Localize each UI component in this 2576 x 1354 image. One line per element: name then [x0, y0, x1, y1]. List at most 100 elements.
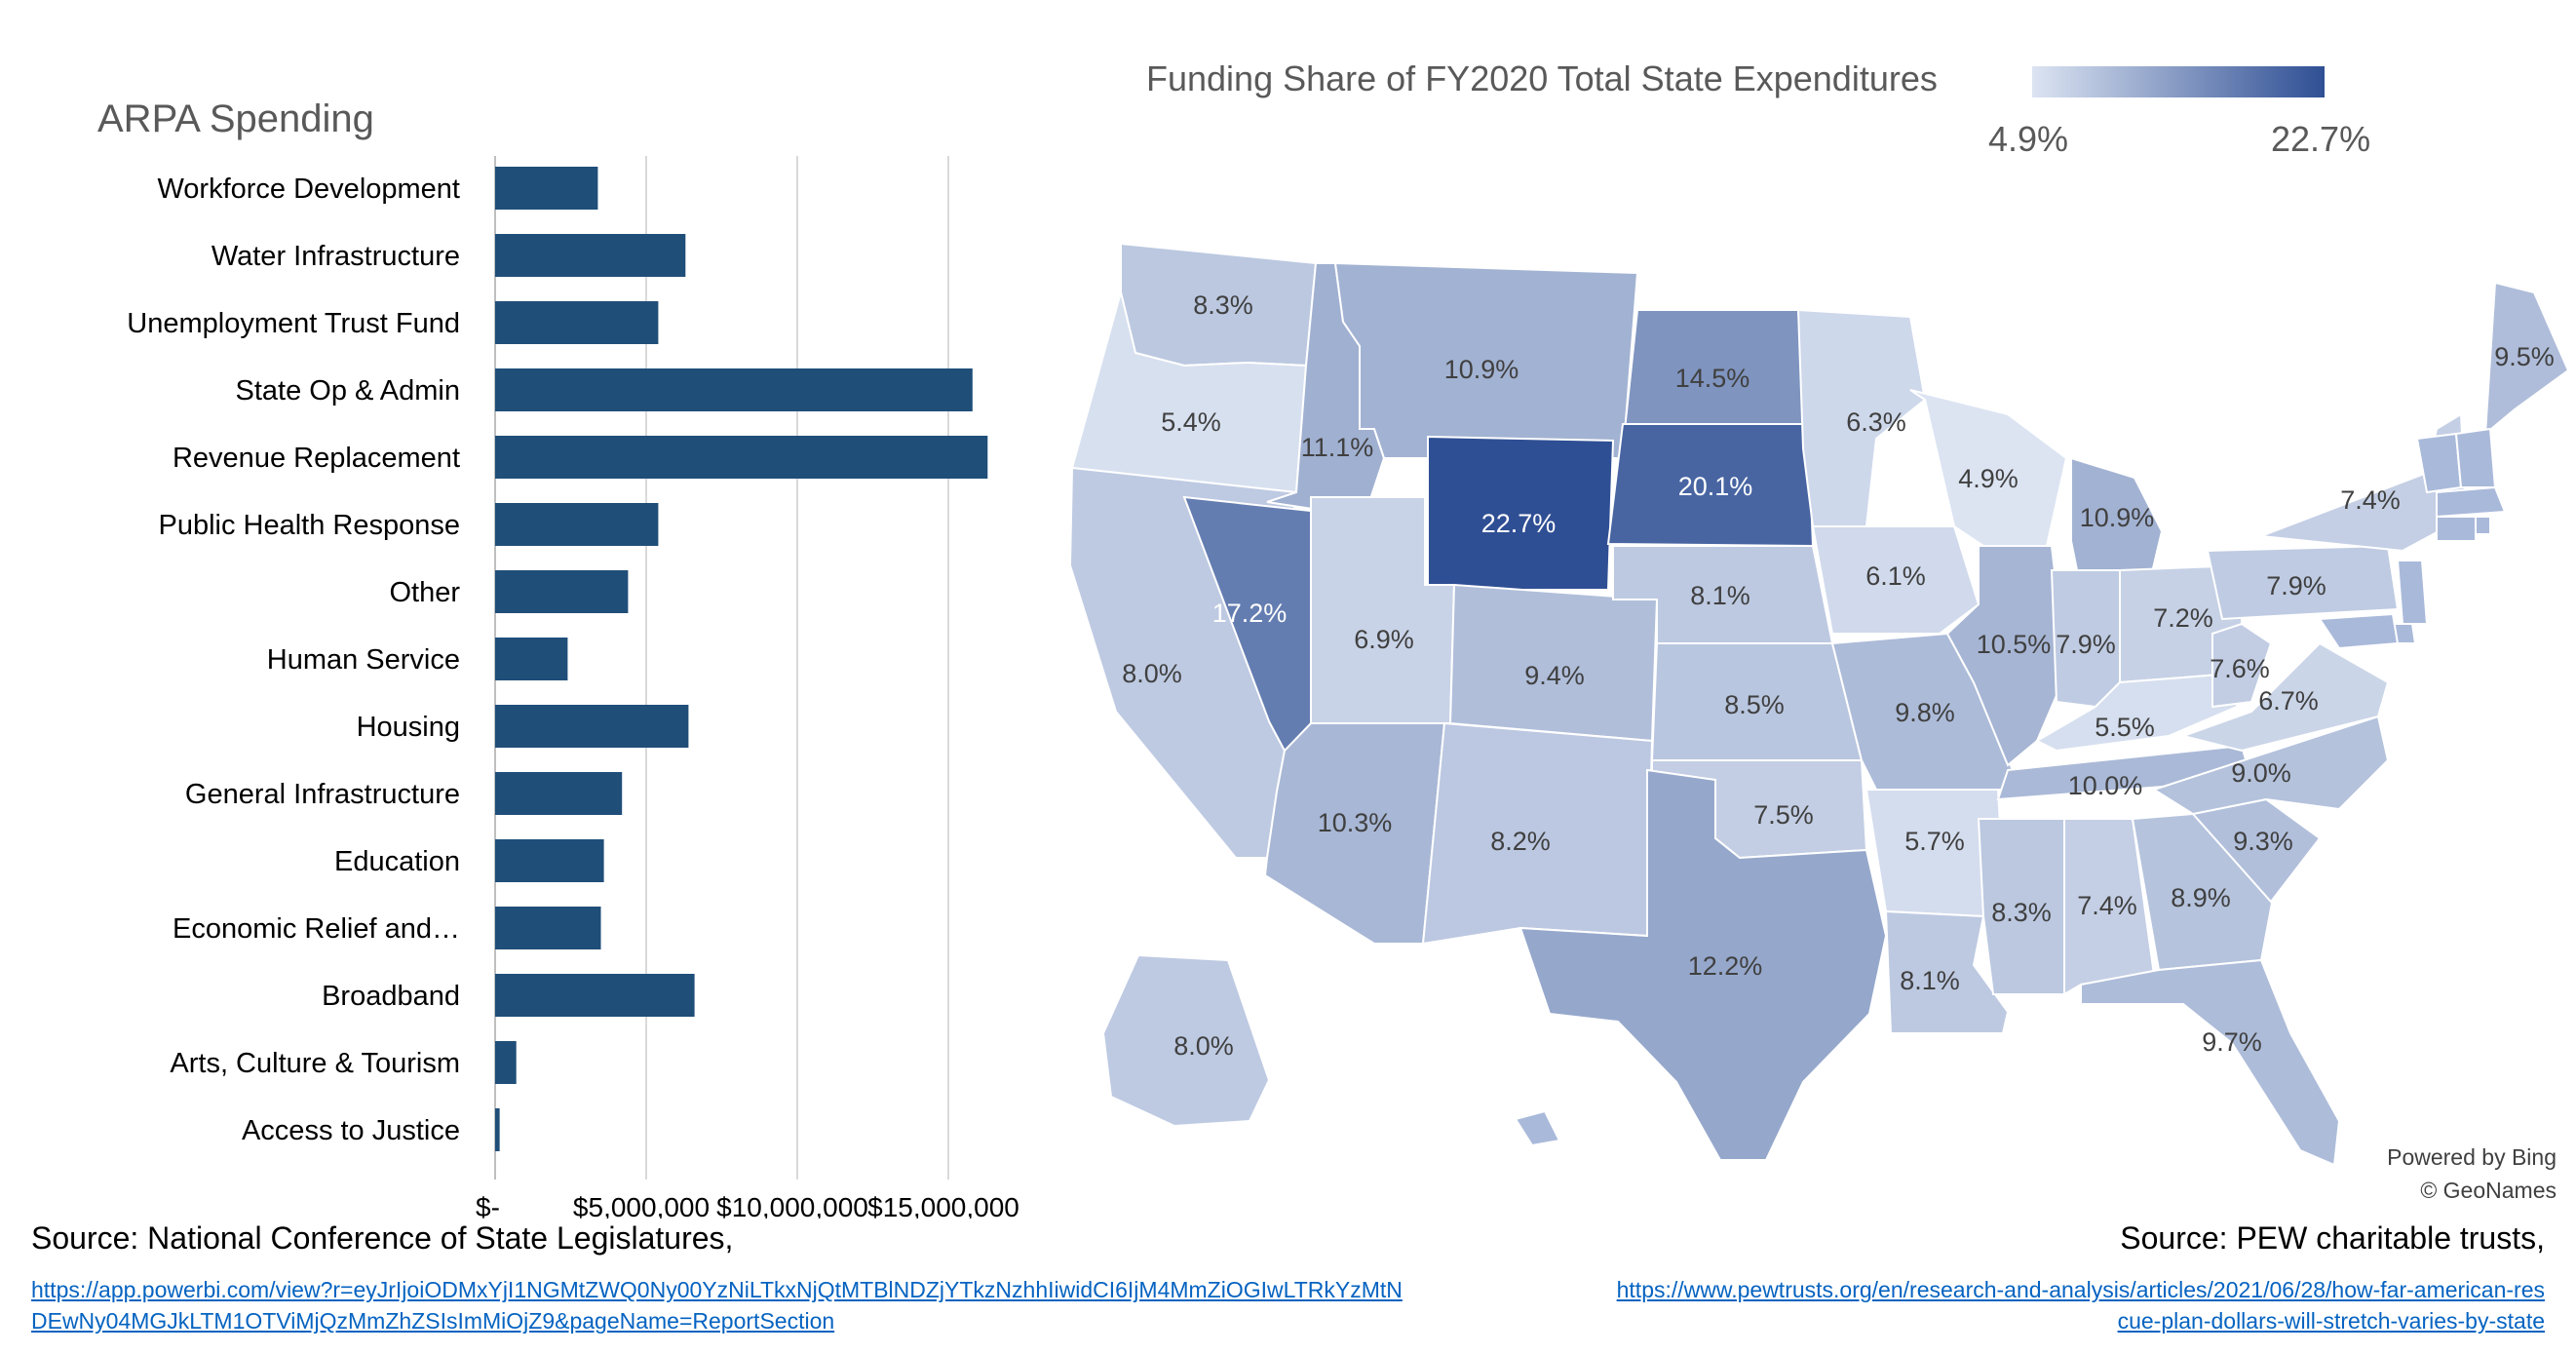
state-value-label: 8.3% [1193, 290, 1253, 320]
state-value-label: 8.5% [1724, 690, 1785, 719]
state-pa[interactable] [2206, 544, 2400, 621]
state-value-label: 6.9% [1354, 625, 1414, 654]
bar [495, 705, 689, 748]
state-value-label: 7.9% [2056, 630, 2116, 659]
state-value-label: 8.2% [1490, 827, 1551, 856]
category-label: Education [334, 846, 460, 877]
map-title: Funding Share of FY2020 Total State Expe… [1146, 58, 1938, 98]
bar [495, 1108, 500, 1151]
x-tick-label: $- [476, 1192, 500, 1219]
bar [495, 772, 623, 815]
state-ri[interactable] [2475, 516, 2491, 535]
state-value-label: 7.6% [2210, 654, 2270, 683]
state-value-label: 7.4% [2340, 485, 2401, 515]
attribution-bing: Powered by Bing [2387, 1144, 2557, 1170]
state-value-label: 10.0% [2068, 771, 2143, 800]
state-wv[interactable] [2211, 622, 2273, 709]
arpa-bar-chart: $- $5,000,000 $10,000,000 $15,000,000 Workfo… [127, 156, 1019, 1219]
state-value-label: 4.9% [1958, 464, 2019, 493]
bar [495, 234, 686, 277]
category-label: Broadband [322, 981, 460, 1012]
state-tx[interactable] [1519, 768, 1888, 1161]
attribution-geonames: © GeoNames [2420, 1178, 2557, 1203]
category-label: State Op & Admin [235, 375, 460, 406]
x-tick-label: $10,000,000 [716, 1192, 868, 1219]
state-value-label: 8.9% [2171, 883, 2231, 912]
legend-min-label: 4.9% [1988, 119, 2069, 159]
state-value-label: 10.9% [1444, 355, 1519, 384]
state-value-label: 11.1% [1301, 433, 1374, 462]
state-value-label: 7.2% [2153, 603, 2213, 633]
state-mt[interactable] [1333, 261, 1639, 459]
x-tick-label: $15,000,000 [867, 1192, 1019, 1219]
legend-gradient [2032, 66, 2325, 97]
bar [495, 1041, 517, 1084]
state-value-label: 9.7% [2202, 1027, 2262, 1057]
state-value-label: 7.5% [1753, 800, 1814, 830]
bar [495, 974, 695, 1017]
state-me[interactable] [2483, 281, 2570, 437]
state-value-label: 14.5% [1675, 364, 1750, 393]
state-value-label: 6.3% [1846, 407, 1906, 437]
bar [495, 167, 598, 210]
category-label: Other [389, 577, 460, 608]
category-label: General Infrastructure [185, 779, 460, 810]
state-value-label: 5.7% [1904, 827, 1965, 856]
state-value-label: 6.1% [1865, 561, 1926, 591]
state-ma[interactable] [2436, 485, 2507, 519]
category-label: Workforce Development [157, 174, 460, 205]
source-left-label: Source: National Conference of State Leg… [31, 1220, 734, 1256]
state-value-label: 5.5% [2095, 713, 2155, 742]
category-label: Arts, Culture & Tourism [170, 1048, 460, 1079]
state-va[interactable] [2179, 641, 2390, 753]
state-value-label: 10.9% [2080, 503, 2155, 532]
bar [495, 839, 604, 882]
state-value-label: 8.3% [1991, 898, 2052, 927]
state-value-label: 22.7% [1481, 509, 1557, 538]
state-value-label: 7.9% [2266, 571, 2326, 600]
state-md[interactable] [2318, 612, 2400, 650]
legend-max-label: 22.7% [2271, 119, 2371, 159]
category-label: Revenue Replacement [173, 443, 460, 474]
category-label: Unemployment Trust Fund [127, 308, 460, 339]
category-label: Human Service [267, 644, 460, 676]
state-value-label: 20.1% [1678, 472, 1753, 501]
category-label: Public Health Response [158, 510, 460, 541]
state-ms[interactable] [1977, 818, 2065, 995]
bar [495, 368, 973, 411]
state-nh[interactable] [2454, 427, 2497, 488]
source-right-link[interactable]: https://www.pewtrusts.org/en/research-an… [1616, 1277, 2545, 1334]
state-value-label: 9.0% [2231, 758, 2291, 788]
category-label: Access to Justice [242, 1115, 460, 1146]
state-mn[interactable] [1796, 308, 1927, 527]
state-fl[interactable] [2080, 958, 2341, 1167]
state-value-label: 12.2% [1688, 951, 1763, 981]
state-share-map: 8.3% 5.4% 8.0% 11.1% 17.2% 10.9% 22.7% 6.9% 10.3… [1068, 242, 2570, 1167]
state-value-label: 7.4% [2077, 891, 2137, 920]
bar [495, 570, 629, 613]
state-value-label: 9.8% [1895, 698, 1955, 727]
bar-chart-title: ARPA Spending [97, 97, 374, 140]
bar [495, 436, 988, 479]
state-value-label: 10.5% [1977, 630, 2052, 659]
state-value-label: 8.1% [1900, 966, 1960, 995]
bar [495, 638, 568, 680]
state-value-label: 5.4% [1161, 407, 1221, 437]
category-label: Housing [357, 712, 460, 743]
state-value-label: 17.2% [1212, 599, 1288, 628]
state-ak[interactable] [1101, 953, 1271, 1128]
state-value-label: 9.3% [2233, 827, 2293, 856]
state-hi[interactable] [1514, 1109, 1561, 1147]
state-value-label: 9.5% [2494, 342, 2555, 371]
state-ct[interactable] [2436, 516, 2477, 542]
state-value-label: 8.1% [1690, 581, 1750, 610]
state-wy[interactable] [1427, 435, 1615, 591]
category-label: Water Infrastructure [211, 241, 460, 272]
state-value-label: 8.0% [1122, 659, 1182, 688]
state-nj[interactable] [2396, 560, 2429, 625]
source-left-link[interactable]: https://app.powerbi.com/view?r=eyJrIjoiO… [31, 1277, 1403, 1334]
state-ia[interactable] [1811, 525, 1980, 635]
bar [495, 503, 659, 546]
source-right-label: Source: PEW charitable trusts, [2120, 1220, 2545, 1256]
state-value-label: 9.4% [1524, 661, 1585, 690]
